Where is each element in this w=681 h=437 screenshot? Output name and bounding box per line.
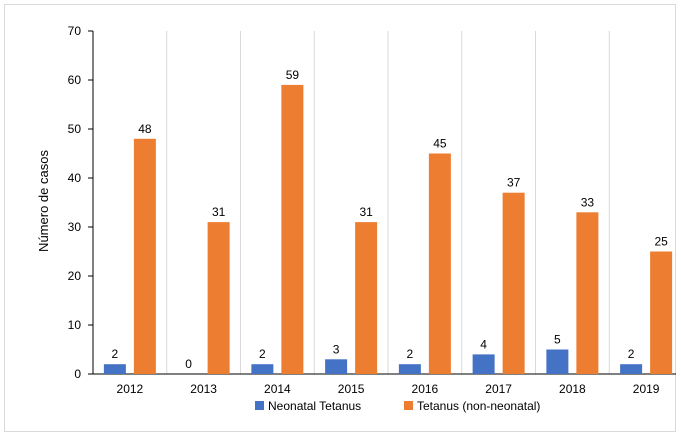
bar <box>325 359 348 374</box>
legend-label: Neonatal Tetanus <box>268 399 361 413</box>
y-tick-label: 50 <box>68 122 82 136</box>
data-label: 2 <box>407 347 414 361</box>
x-tick-label: 2017 <box>485 382 512 396</box>
legend-swatch <box>404 401 413 410</box>
data-label: 33 <box>581 195 595 209</box>
bar <box>207 222 230 374</box>
bar <box>428 153 451 374</box>
data-label: 5 <box>554 333 561 347</box>
bar <box>546 349 569 374</box>
bar <box>251 364 274 374</box>
x-tick-label: 2016 <box>412 382 439 396</box>
x-tick-label: 2015 <box>338 382 365 396</box>
bar <box>472 354 495 374</box>
y-tick-label: 20 <box>68 269 82 283</box>
x-tick-label: 2012 <box>117 382 144 396</box>
bar <box>620 364 643 374</box>
data-label: 25 <box>654 235 668 249</box>
y-tick-label: 10 <box>68 318 82 332</box>
bar <box>103 364 126 374</box>
x-tick-label: 2018 <box>559 382 586 396</box>
x-tick-label: 2013 <box>190 382 217 396</box>
data-label: 2 <box>112 347 119 361</box>
x-tick-label: 2019 <box>633 382 660 396</box>
data-label: 2 <box>259 347 266 361</box>
bar <box>398 364 421 374</box>
x-tick-labels: 2012 2013 2014 2015 2016 2017 2018 2019 <box>117 382 660 396</box>
data-label: 31 <box>359 205 373 219</box>
bars <box>103 84 673 375</box>
data-label: 37 <box>507 176 521 190</box>
legend: Neonatal Tetanus Tetanus (non-neonatal) <box>255 399 540 413</box>
y-tick-label: 40 <box>68 171 82 185</box>
y-tick-labels: 0 10 20 30 40 50 60 70 <box>68 24 82 381</box>
y-tick-label: 30 <box>68 220 82 234</box>
data-label: 31 <box>212 205 226 219</box>
bar <box>355 222 378 374</box>
bar <box>281 84 304 375</box>
legend-swatch <box>255 401 264 410</box>
data-label: 3 <box>333 342 340 356</box>
data-label: 4 <box>480 337 487 351</box>
x-tick-label: 2014 <box>264 382 291 396</box>
bar <box>502 192 525 374</box>
data-label: 45 <box>433 137 447 151</box>
data-label: 0 <box>185 357 192 371</box>
bar <box>650 251 673 374</box>
y-tick-label: 0 <box>74 367 81 381</box>
y-tick-label: 60 <box>68 73 82 87</box>
bar <box>133 138 156 374</box>
data-label: 48 <box>138 122 152 136</box>
gridlines <box>166 31 610 374</box>
data-label: 2 <box>628 347 635 361</box>
legend-label: Tetanus (non-neonatal) <box>417 399 540 413</box>
bar <box>576 212 599 374</box>
y-axis-label: Número de casos <box>36 150 51 252</box>
data-label: 59 <box>286 68 300 82</box>
y-tick-label: 70 <box>68 24 82 38</box>
